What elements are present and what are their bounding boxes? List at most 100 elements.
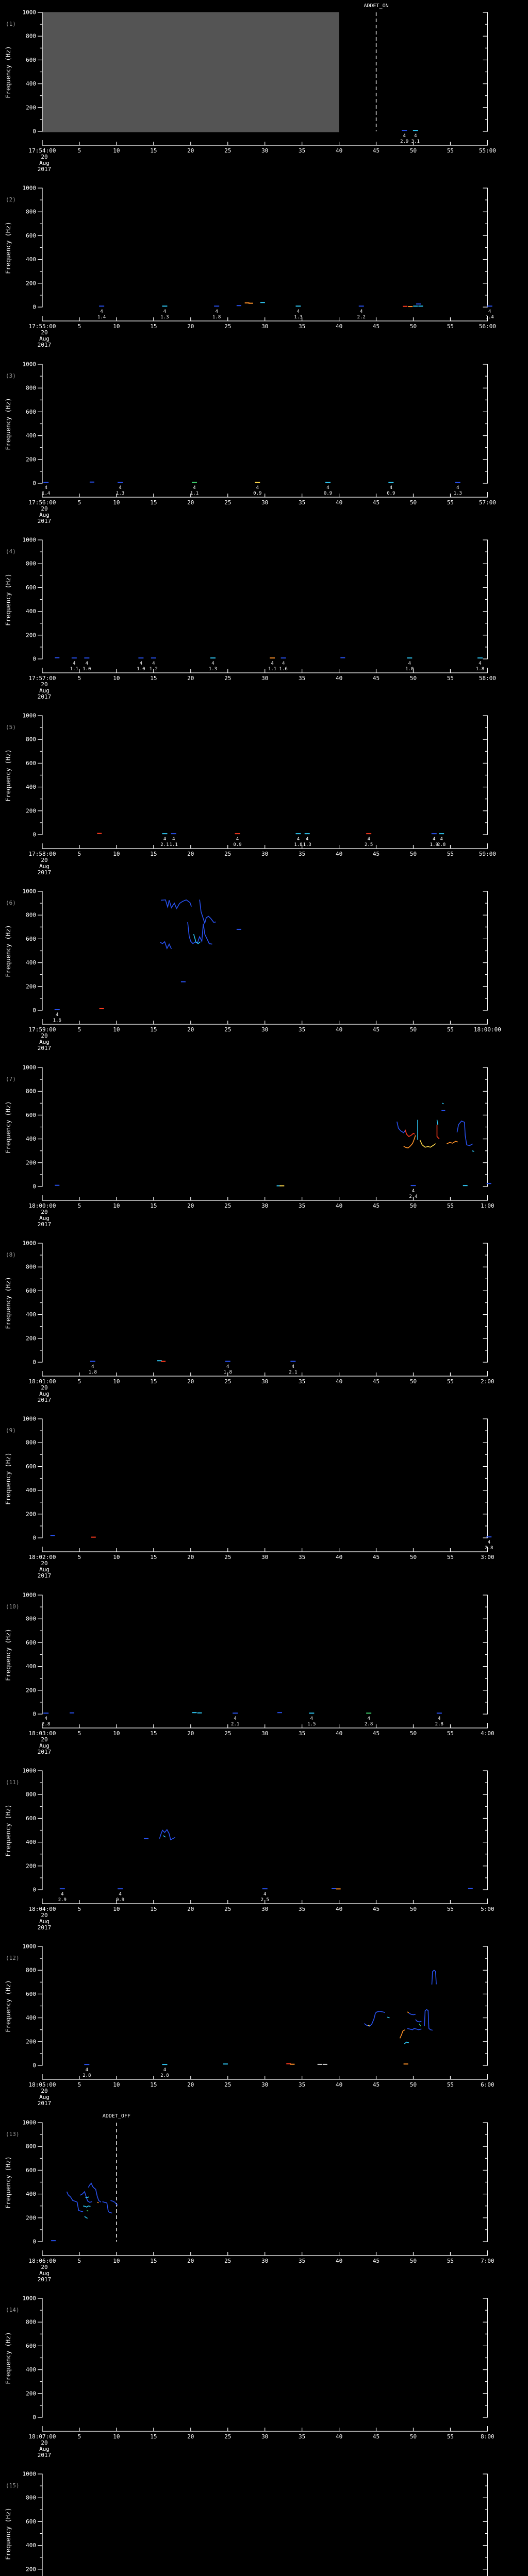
x-tick-label: 5 — [78, 2081, 81, 2088]
y-tick-label: 600 — [26, 1112, 36, 1118]
spectral-trace — [404, 1129, 415, 1137]
detection-value: 1.3 — [160, 315, 169, 320]
y-tick-label: 600 — [26, 2343, 36, 2349]
detection-value: 1.3 — [454, 491, 462, 496]
y-tick-label: 0 — [32, 2414, 36, 2420]
y-tick-label: 1000 — [23, 1064, 37, 1071]
spectral-trace — [387, 2016, 390, 2019]
x-tick-label: 5 — [78, 675, 81, 682]
no-data-block — [42, 12, 339, 132]
detection: 41.0 — [137, 657, 145, 672]
x-tick-label: 10 — [113, 1554, 120, 1561]
y-tick-label: 600 — [26, 2166, 36, 2173]
y-axes: 0 200 400 600 800 1000 — [23, 2295, 488, 2420]
detection-count: 4 — [140, 661, 142, 666]
y-axis-title: Frequency (Hz) — [5, 1804, 12, 1856]
x-tick-label: 15 — [150, 1026, 157, 1033]
x-tick-label: 50 — [410, 323, 417, 330]
y-axis-title: Frequency (Hz) — [5, 222, 12, 274]
y-tick-label: 400 — [26, 1136, 36, 1142]
y-tick-label: 0 — [32, 655, 36, 662]
x-tick-label: 55 — [447, 675, 454, 682]
panel-number: (15) — [6, 2482, 20, 2489]
spectral-trace — [408, 2012, 416, 2015]
detection-value: 1.1 — [268, 667, 276, 672]
panel-number: (12) — [6, 1955, 20, 1961]
detection-value: 1.6 — [279, 667, 288, 672]
date-line: 2017 — [38, 693, 52, 700]
x-tick-label: 45 — [373, 323, 380, 330]
x-tick-label: 35 — [299, 1906, 305, 1912]
y-axis-title: Frequency (Hz) — [5, 398, 12, 450]
x-tick-label: 45 — [373, 1730, 380, 1737]
detection-count: 4 — [292, 1364, 294, 1369]
x-tick-label: 35 — [299, 2081, 305, 2088]
x-tick-label: 30 — [261, 2258, 268, 2264]
spectral-trace — [419, 1140, 436, 1148]
x-tick-label: 55 — [447, 2258, 454, 2264]
x-tick-label: 50 — [410, 675, 417, 682]
spectral-trace — [199, 900, 216, 925]
start-time-label: 18:04:00 — [29, 1906, 56, 1912]
x-tick-label: 25 — [224, 499, 231, 506]
detection: 41.8 — [476, 657, 484, 672]
y-tick-label: 600 — [26, 1463, 36, 1470]
date-line: 20 — [41, 2439, 47, 2446]
start-time-label: 18:07:00 — [29, 2433, 56, 2440]
panel-number: (14) — [6, 2307, 20, 2313]
x-tick-label: 15 — [150, 323, 157, 330]
date-line: Aug — [39, 512, 50, 518]
y-axis-title: Frequency (Hz) — [5, 46, 12, 98]
x-tick-label: 55 — [447, 1730, 454, 1737]
spectral-trace — [397, 1121, 406, 1133]
detection-value: 2.8 — [160, 2073, 169, 2078]
y-tick-label: 800 — [26, 1264, 36, 1270]
y-tick-label: 1000 — [23, 9, 37, 16]
detection-value: 1.9 — [430, 842, 438, 848]
x-tick-label: 35 — [299, 1378, 305, 1385]
x-tick-label: 20 — [187, 1202, 194, 1209]
detection-count: 4 — [256, 485, 259, 490]
y-tick-label: 200 — [26, 456, 36, 463]
end-time-label: 58:00 — [479, 675, 496, 682]
detection: 41.4 — [42, 481, 50, 496]
x-tick-label: 30 — [261, 1202, 268, 1209]
x-tick-label: 50 — [410, 2433, 417, 2440]
end-time-label: 1:00 — [481, 1202, 494, 1209]
x-tick-label: 40 — [336, 1378, 342, 1385]
x-tick-label: 5 — [78, 2433, 81, 2440]
y-tick-label: 800 — [26, 384, 36, 391]
y-axes: 0 200 400 600 800 1000 — [23, 536, 488, 662]
x-tick-label: 10 — [113, 1730, 120, 1737]
detection: 40.9 — [253, 481, 261, 496]
spectral-trace — [82, 2205, 91, 2208]
y-tick-label: 400 — [26, 1839, 36, 1845]
x-tick-label: 40 — [336, 1906, 342, 1912]
date-line: Aug — [39, 1566, 50, 1573]
y-axes: 0 200 400 600 800 1000 — [23, 361, 488, 486]
start-time-label: 18:03:00 — [29, 1730, 56, 1737]
y-tick-label: 0 — [32, 1535, 36, 1541]
detection: 42.1 — [160, 833, 169, 848]
date-line: 20 — [41, 1384, 47, 1391]
spectral-traces — [397, 1103, 474, 1152]
date-line: Aug — [39, 335, 50, 342]
spectral-trace — [364, 2011, 386, 2027]
x-tick-label: 10 — [113, 499, 120, 506]
x-tick-label: 50 — [410, 499, 417, 506]
y-tick-label: 200 — [26, 280, 36, 287]
detection-value: 2.8 — [437, 842, 446, 848]
spectrogram-panel-7: (7) Frequency (Hz) 0 200 400 600 800 1000 5 10 15 2… — [5, 1064, 494, 1228]
x-tick-label: 5 — [78, 1202, 81, 1209]
x-tick-label: 30 — [261, 147, 268, 154]
detection: 42.5 — [261, 1888, 269, 1903]
y-tick-label: 1000 — [23, 1767, 37, 1774]
x-tick-label: 30 — [261, 2081, 268, 2088]
date-line: 20 — [41, 154, 47, 160]
x-tick-label: 45 — [373, 1202, 380, 1209]
